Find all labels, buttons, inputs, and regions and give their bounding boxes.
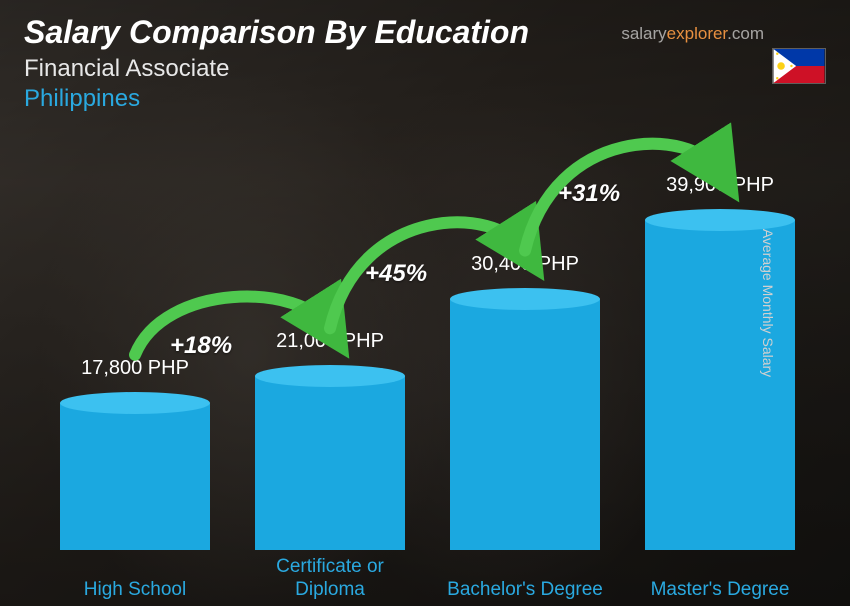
watermark: salaryexplorer.com: [621, 24, 764, 44]
bar-group: 30,400 PHP: [450, 299, 600, 550]
chart-country: Philippines: [24, 85, 529, 113]
chart-area: 17,800 PHP High School 21,000 PHP Certifica…: [0, 66, 810, 606]
bar-label: Master's Degree: [630, 579, 810, 602]
bar-top: [60, 392, 210, 414]
bar: 21,000 PHP: [255, 376, 405, 550]
bar-label: Certificate or Diploma: [240, 556, 420, 602]
chart-subtitle: Financial Associate: [24, 55, 529, 83]
bar-value: 30,400 PHP: [471, 253, 579, 276]
increase-label: +18%: [170, 332, 232, 360]
bar-top: [255, 365, 405, 387]
bar-value: 17,800 PHP: [81, 357, 189, 380]
watermark-part3: .com: [727, 24, 764, 43]
watermark-part2: explorer: [667, 24, 727, 43]
chart-title: Salary Comparison By Education: [24, 14, 529, 51]
bar-top: [450, 288, 600, 310]
flag-icon: [772, 48, 826, 84]
increase-label: +31%: [558, 180, 620, 208]
bar-label: High School: [45, 579, 225, 602]
bar-body: [450, 299, 600, 550]
bar-body: [255, 376, 405, 550]
bar-top: [645, 209, 795, 231]
bar-body: [60, 403, 210, 550]
bar-value: 39,900 PHP: [666, 174, 774, 197]
bar-group: 21,000 PHP: [255, 376, 405, 550]
bar: 30,400 PHP: [450, 299, 600, 550]
header: Salary Comparison By Education Financial…: [24, 14, 529, 113]
bar-label: Bachelor's Degree: [435, 579, 615, 602]
increase-label: +45%: [365, 260, 427, 288]
bar-value: 21,000 PHP: [276, 330, 384, 353]
watermark-part1: salary: [621, 24, 666, 43]
y-axis-label: Average Monthly Salary: [760, 229, 776, 377]
bar-group: 17,800 PHP: [60, 403, 210, 550]
bar: 17,800 PHP: [60, 403, 210, 550]
